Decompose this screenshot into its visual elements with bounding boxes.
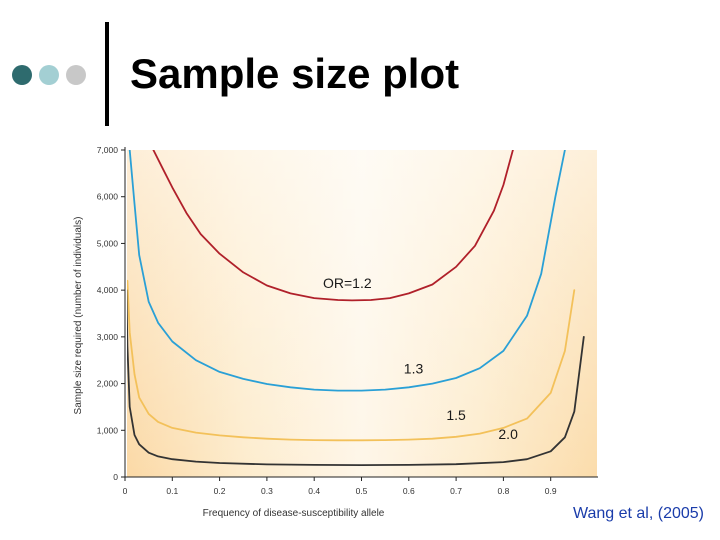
bullet-dot-dark [12, 65, 32, 85]
slide-bullet-dots [12, 65, 102, 85]
y-tick-label: 6,000 [97, 192, 119, 202]
x-tick-label: 0.9 [545, 486, 557, 496]
series-line-2 [127, 279, 576, 442]
x-tick-label: 0.8 [497, 486, 509, 496]
x-tick-label: 0.6 [403, 486, 415, 496]
plot-background-fade [127, 150, 597, 477]
title-divider [105, 22, 109, 126]
y-tick-label: 0 [113, 472, 118, 482]
curve-label-2: 1.5 [446, 407, 466, 423]
series-line-1 [128, 150, 566, 392]
x-tick-label: 0.7 [450, 486, 462, 496]
x-tick-label: 0.1 [166, 486, 178, 496]
x-axis-title: Frequency of disease-susceptibility alle… [203, 508, 385, 519]
annotation-layer: OR=1.2 1.3 1.5 2.0 [323, 275, 518, 442]
source-credit: Wang et al, (2005) [572, 505, 704, 522]
y-tick-label: 2,000 [97, 379, 119, 389]
axis-layer: 0 1,000 2,000 3,000 4,000 5,000 6,000 7,000 0 0.1… [73, 145, 598, 519]
curve-label-1: 1.3 [404, 360, 424, 376]
x-tick-label: 0.4 [308, 486, 320, 496]
y-tick-label: 1,000 [97, 425, 119, 435]
slide-title: Sample size plot [130, 50, 460, 97]
x-tick-label: 0.2 [214, 486, 226, 496]
x-tick-label: 0 [123, 486, 128, 496]
x-tick-label: 0.3 [261, 486, 273, 496]
x-tick-label: 0.5 [356, 486, 368, 496]
bullet-dot-gray [66, 65, 86, 85]
series-layer [127, 150, 585, 467]
y-tick-label: 7,000 [97, 145, 119, 155]
series-line-0 [152, 150, 514, 302]
y-axis-title: Sample size required (number of individu… [73, 217, 84, 415]
y-tick-label: 4,000 [97, 285, 119, 295]
curve-label-3: 2.0 [498, 426, 518, 442]
series-line-3 [127, 289, 585, 467]
curve-label-0: OR=1.2 [323, 275, 372, 291]
bullet-dot-light [39, 65, 59, 85]
y-tick-label: 5,000 [97, 238, 119, 248]
y-tick-label: 3,000 [97, 332, 119, 342]
